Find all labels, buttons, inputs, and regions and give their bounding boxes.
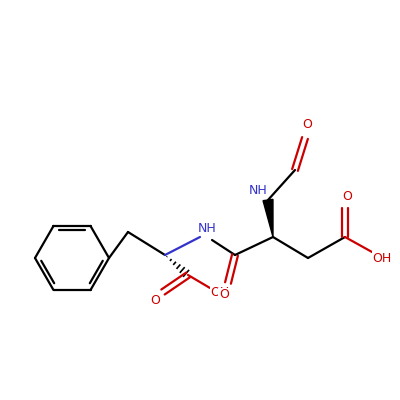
Text: NH: NH bbox=[249, 184, 267, 196]
Text: OH: OH bbox=[210, 286, 230, 300]
Text: OH: OH bbox=[372, 252, 392, 264]
Text: O: O bbox=[150, 294, 160, 306]
Polygon shape bbox=[263, 199, 273, 237]
Text: NH: NH bbox=[198, 222, 216, 234]
Text: O: O bbox=[342, 190, 352, 204]
Text: O: O bbox=[219, 288, 229, 302]
Text: O: O bbox=[302, 118, 312, 132]
